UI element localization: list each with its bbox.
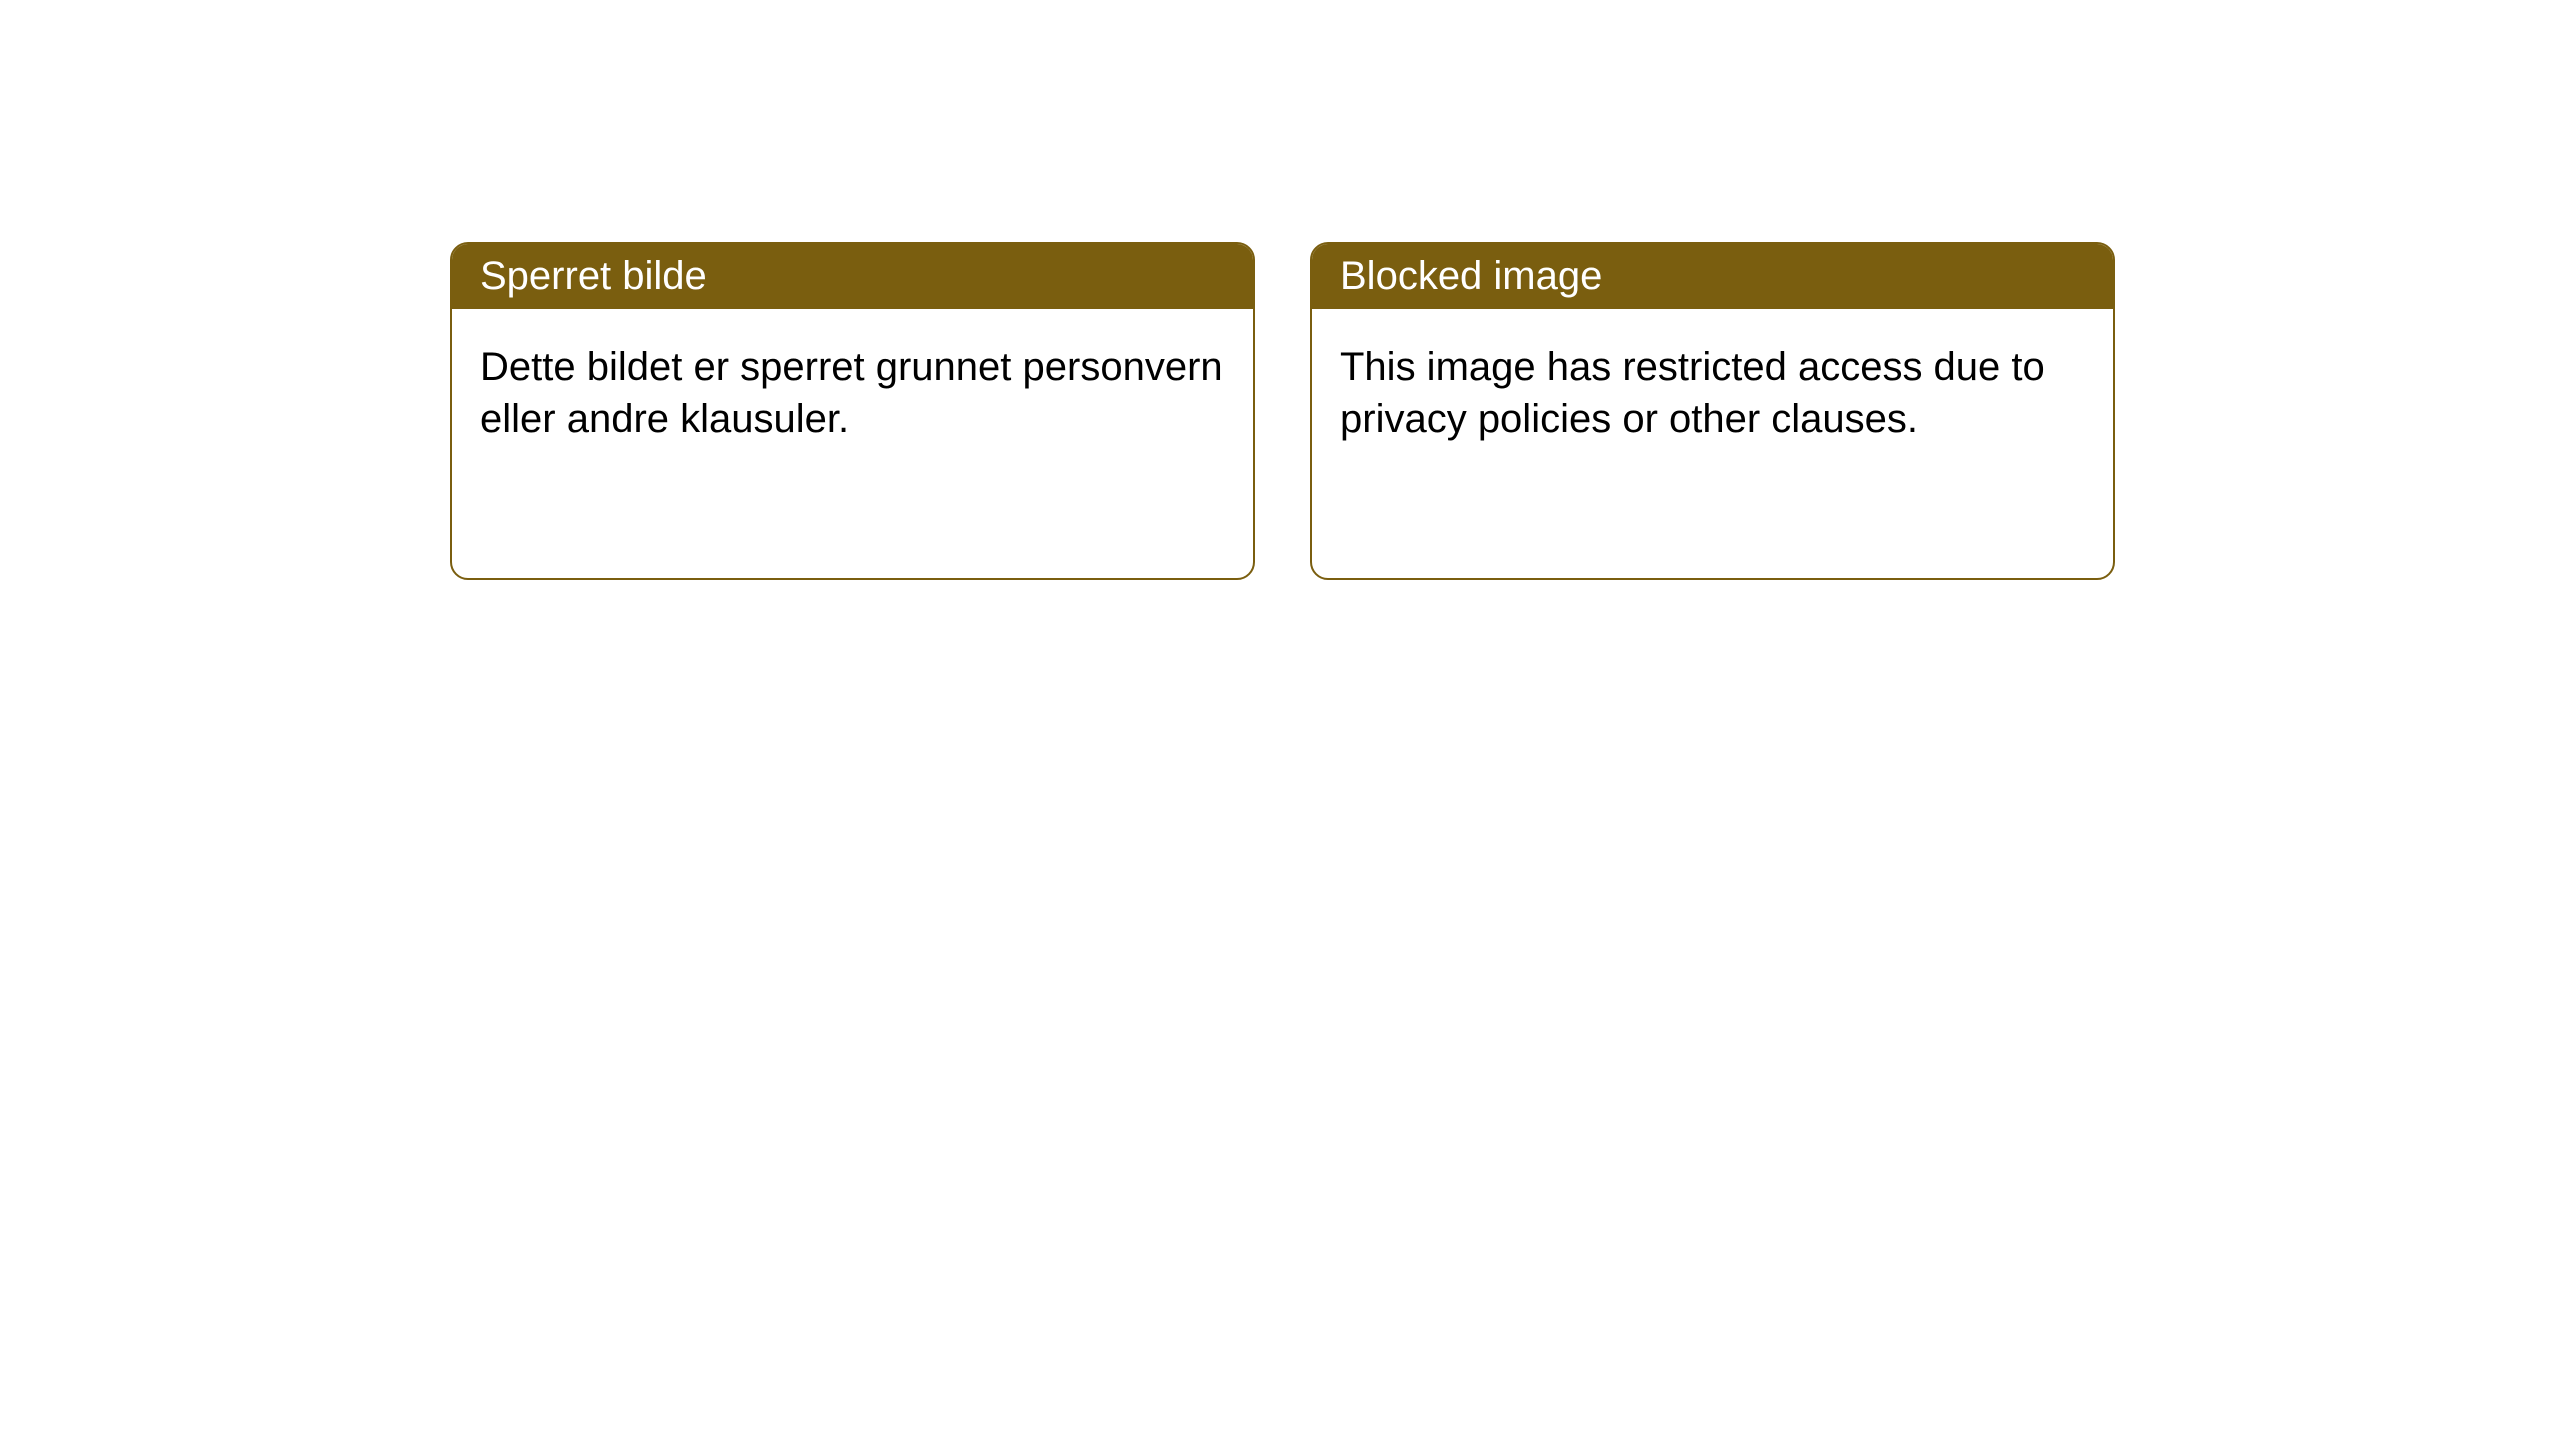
card-body: This image has restricted access due to … — [1312, 309, 2113, 477]
card-body: Dette bildet er sperret grunnet personve… — [452, 309, 1253, 477]
card-header: Blocked image — [1312, 244, 2113, 309]
notice-container: Sperret bilde Dette bildet er sperret gr… — [0, 0, 2560, 580]
card-body-text: This image has restricted access due to … — [1340, 345, 2045, 441]
card-title: Sperret bilde — [480, 254, 707, 298]
card-header: Sperret bilde — [452, 244, 1253, 309]
card-body-text: Dette bildet er sperret grunnet personve… — [480, 345, 1223, 441]
blocked-image-card-no: Sperret bilde Dette bildet er sperret gr… — [450, 242, 1255, 580]
card-title: Blocked image — [1340, 254, 1602, 298]
blocked-image-card-en: Blocked image This image has restricted … — [1310, 242, 2115, 580]
